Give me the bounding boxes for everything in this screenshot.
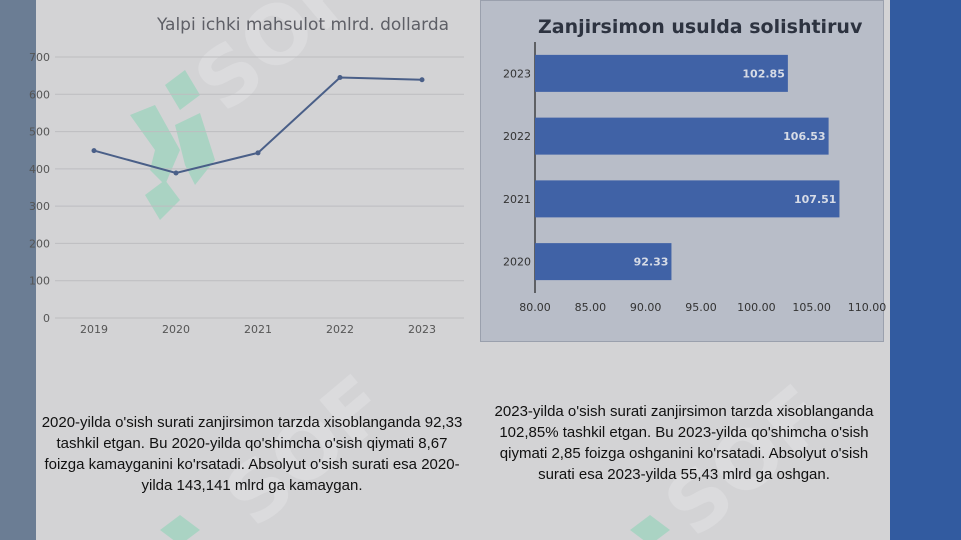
watermark-logo-bottom-right bbox=[630, 515, 670, 540]
line-y-tick-label: 0 bbox=[43, 312, 50, 325]
bar-value-label: 102.85 bbox=[742, 67, 784, 80]
line-chart-x-tick-labels: 2019 2020 2021 2022 2023 bbox=[80, 323, 436, 336]
watermark-logo-left bbox=[130, 70, 215, 220]
bar-chart-category-labels: 2023 2022 2021 2020 bbox=[503, 67, 531, 268]
bar-rect bbox=[535, 54, 788, 92]
line-data-point bbox=[91, 148, 97, 154]
bar-category-label: 2022 bbox=[503, 130, 531, 143]
line-y-tick-label: 600 bbox=[29, 88, 50, 101]
line-data-point bbox=[173, 170, 179, 176]
bar-chart-x-tick-labels: 80.00 85.00 90.00 95.00 100.00 105.00 110.00 bbox=[519, 301, 886, 314]
watermark-logo-bottom-left bbox=[160, 515, 200, 540]
line-x-tick-label: 2022 bbox=[326, 323, 354, 336]
bar-value-label: 107.51 bbox=[794, 193, 836, 206]
line-chart-series bbox=[91, 75, 425, 176]
bar-category-label: 2023 bbox=[503, 67, 531, 80]
bar-rect bbox=[535, 117, 829, 155]
line-y-tick-label: 300 bbox=[29, 200, 50, 213]
bar-value-label: 106.53 bbox=[783, 130, 825, 143]
right-edge-strip bbox=[890, 0, 961, 540]
bar-chart: 102.85 106.53 107.51 92.33 2023 2022 2021 2020… bbox=[503, 42, 886, 314]
line-data-point bbox=[337, 75, 343, 81]
line-chart-y-tick-labels: 0 100 200 300 400 500 600 700 bbox=[29, 51, 50, 325]
bar-x-tick-label: 80.00 bbox=[519, 301, 551, 314]
line-x-tick-label: 2023 bbox=[408, 323, 436, 336]
left-caption: 2020-yilda o'sish surati zanjirsimon tar… bbox=[41, 414, 463, 494]
line-x-tick-label: 2019 bbox=[80, 323, 108, 336]
line-x-tick-label: 2021 bbox=[244, 323, 272, 336]
line-y-tick-label: 500 bbox=[29, 126, 50, 139]
bar-value-label: 92.33 bbox=[634, 256, 669, 269]
bar-x-tick-label: 90.00 bbox=[630, 301, 662, 314]
line-chart-grid bbox=[55, 56, 464, 319]
line-y-tick-label: 700 bbox=[29, 51, 50, 64]
right-caption: 2023-yilda o'sish surati zanjirsimon tar… bbox=[494, 403, 874, 483]
bar-category-label: 2020 bbox=[503, 256, 531, 269]
bar-rect bbox=[535, 180, 840, 218]
line-x-tick-label: 2020 bbox=[162, 323, 190, 336]
bar-category-label: 2021 bbox=[503, 193, 531, 206]
line-y-tick-label: 400 bbox=[29, 163, 50, 176]
bar-x-tick-label: 110.00 bbox=[848, 301, 887, 314]
bar-x-tick-label: 100.00 bbox=[737, 301, 776, 314]
bar-x-tick-label: 95.00 bbox=[685, 301, 717, 314]
left-edge-strip bbox=[0, 0, 36, 540]
line-y-tick-label: 100 bbox=[29, 275, 50, 288]
line-y-tick-label: 200 bbox=[29, 237, 50, 250]
bar-rect bbox=[535, 243, 672, 281]
line-data-point bbox=[419, 77, 425, 83]
bar-chart-title: Zanjirsimon usulda solishtiruv bbox=[538, 16, 863, 38]
bar-x-tick-label: 105.00 bbox=[792, 301, 831, 314]
bar-chart-bars: 102.85 106.53 107.51 92.33 bbox=[535, 54, 840, 281]
bar-x-tick-label: 85.00 bbox=[575, 301, 607, 314]
line-data-point bbox=[255, 150, 261, 156]
line-chart-title: Yalpi ichki mahsulot mlrd. dollarda bbox=[157, 15, 450, 35]
